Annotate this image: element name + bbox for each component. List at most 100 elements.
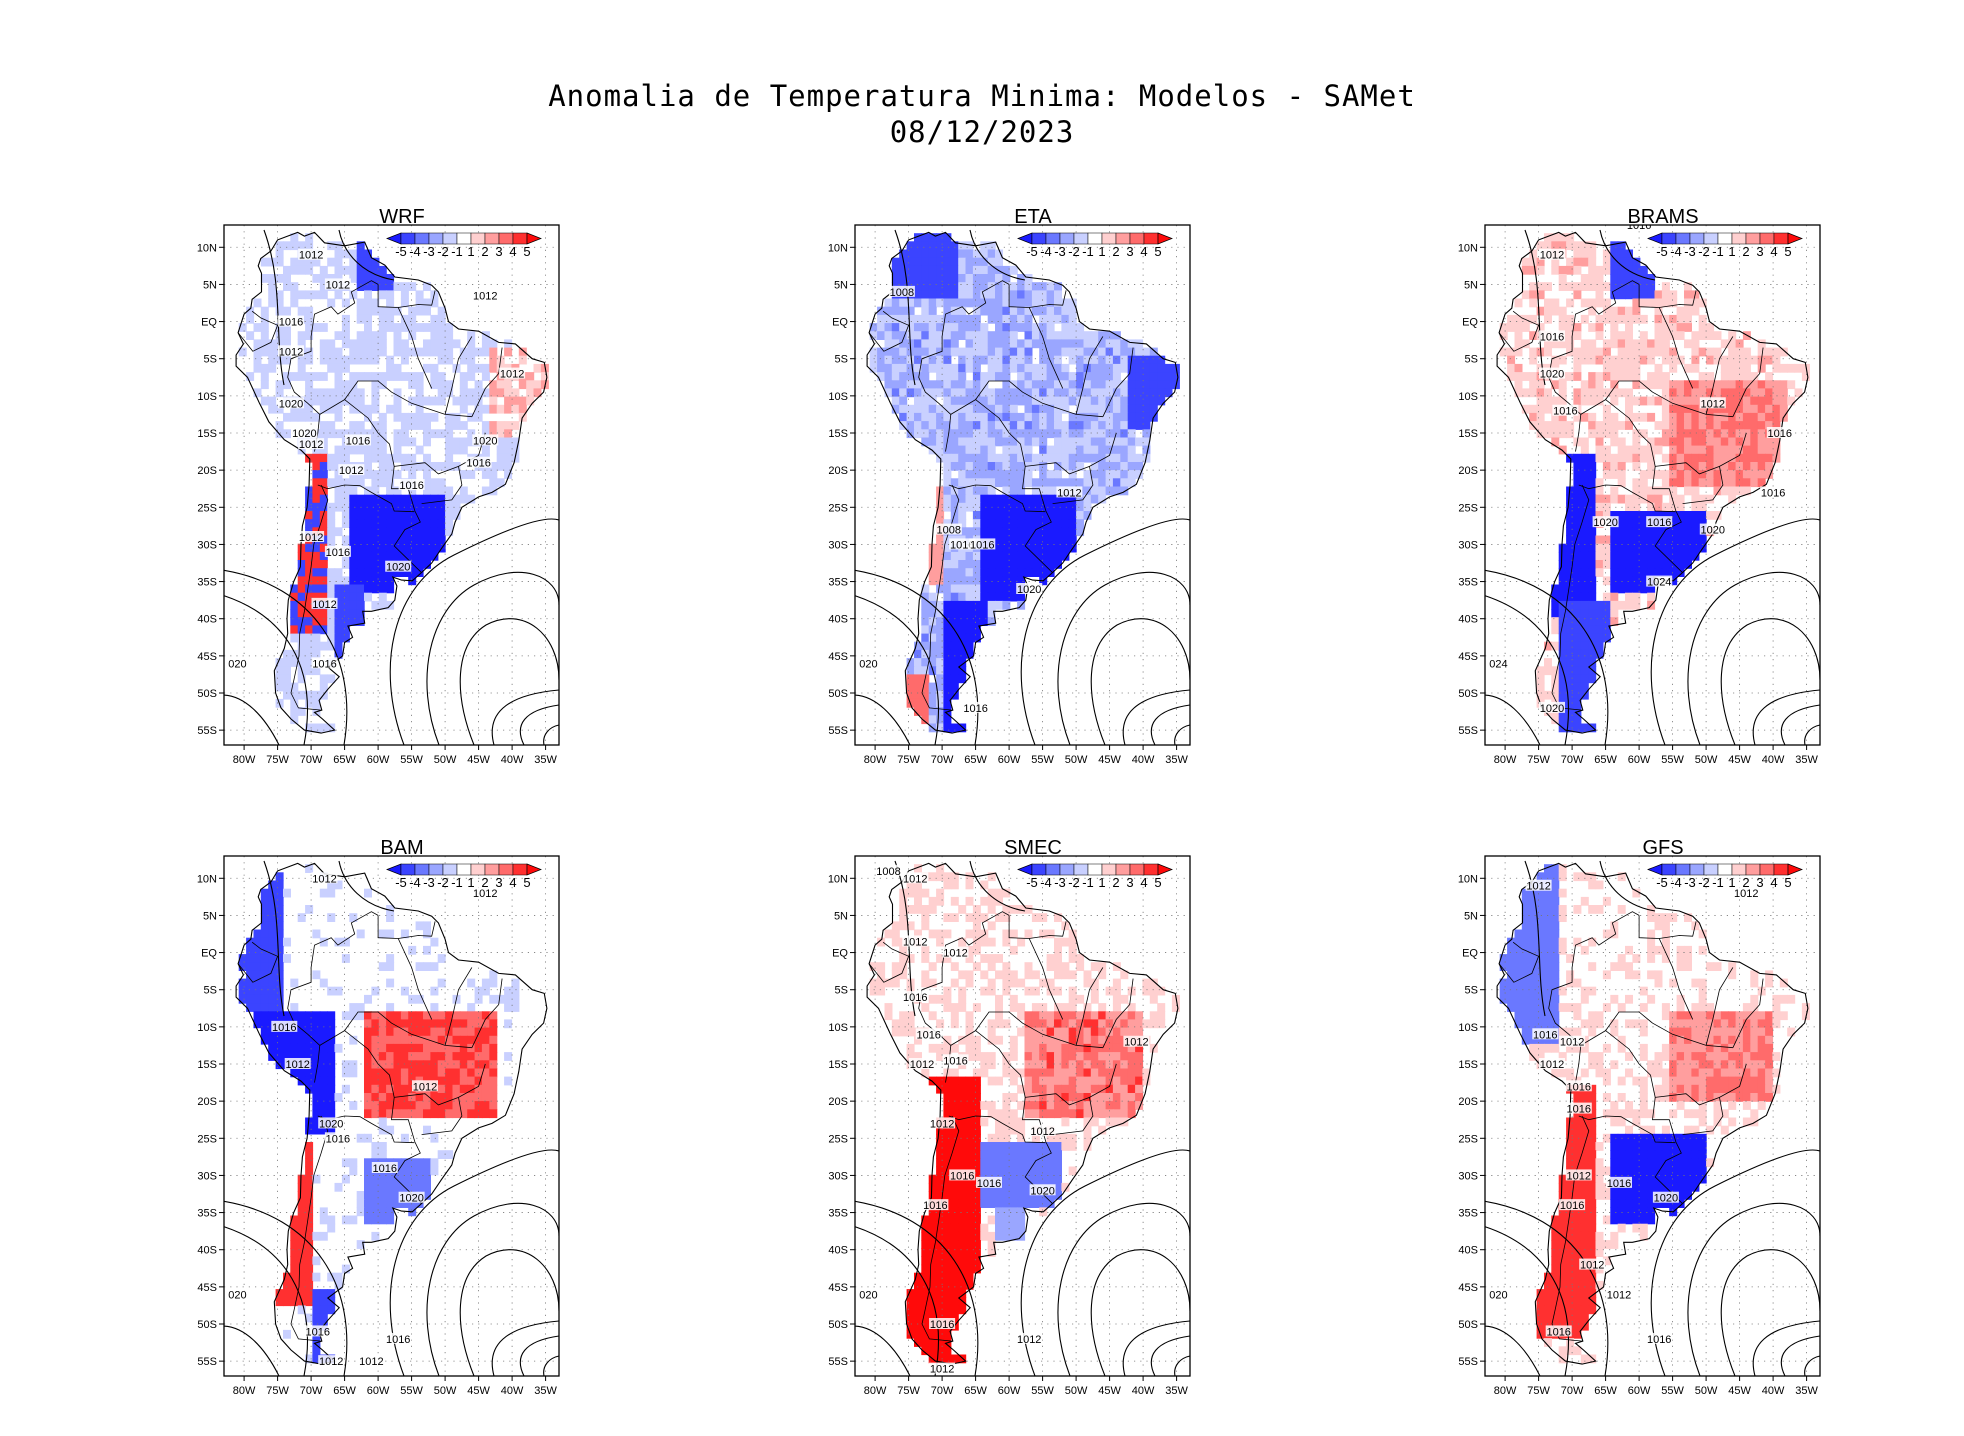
anomaly-cell <box>1135 404 1144 414</box>
anomaly-cell <box>253 962 262 971</box>
anomaly-cell <box>943 298 952 308</box>
anomaly-cell <box>958 445 967 455</box>
anomaly-cell <box>1676 437 1685 447</box>
anomaly-cell <box>1068 339 1077 349</box>
anomaly-cell <box>1112 1027 1121 1037</box>
anomaly-cell <box>950 872 959 882</box>
anomaly-cell <box>334 429 343 439</box>
anomaly-cell <box>312 1354 321 1364</box>
anomaly-cell <box>1684 511 1692 520</box>
anomaly-cell <box>958 306 967 316</box>
anomaly-cell <box>943 323 952 332</box>
anomaly-cell <box>305 551 314 561</box>
anomaly-cell <box>1691 355 1700 365</box>
anomaly-cell <box>1661 535 1670 545</box>
anomaly-cell <box>341 331 350 340</box>
anomaly-cell <box>899 249 908 259</box>
anomaly-cell <box>415 421 424 430</box>
anomaly-cell <box>1691 527 1700 537</box>
anomaly-cell <box>504 462 513 471</box>
anomaly-cell <box>1002 527 1011 537</box>
anomaly-cell <box>958 314 967 324</box>
anomaly-cell <box>943 396 952 406</box>
anomaly-cell <box>1654 568 1663 577</box>
anomaly-cell <box>415 1182 424 1192</box>
anomaly-cell <box>319 265 328 275</box>
anomaly-cell <box>1588 462 1597 471</box>
anomaly-cell <box>393 445 402 455</box>
anomaly-cell <box>1083 1043 1092 1053</box>
anomaly-cell <box>1061 478 1070 488</box>
anomaly-cell <box>1046 1011 1055 1021</box>
anomaly-cell <box>246 986 255 996</box>
anomaly-cell <box>1573 494 1582 504</box>
anomaly-cell <box>386 1191 395 1200</box>
anomaly-cell <box>423 306 431 316</box>
anomaly-cell <box>481 363 490 373</box>
anomaly-cell <box>481 372 490 381</box>
isobar-line <box>224 1200 348 1376</box>
lat-label: 30S <box>197 539 217 551</box>
isobar-line <box>543 1355 559 1376</box>
anomaly-cell <box>965 323 974 332</box>
lon-label: 40W <box>501 1385 524 1397</box>
anomaly-cell <box>297 641 306 651</box>
anomaly-cell <box>1691 331 1700 340</box>
anomaly-cell <box>305 568 314 577</box>
anomaly-cell <box>1046 1043 1055 1053</box>
anomaly-cell <box>386 372 395 381</box>
anomaly-cell <box>1002 331 1011 340</box>
anomaly-cell <box>936 658 945 667</box>
anomaly-cell <box>1772 347 1781 357</box>
anomaly-cell <box>958 994 967 1004</box>
anomaly-cell <box>1002 274 1011 283</box>
anomaly-cell <box>253 298 262 308</box>
anomaly-cell <box>906 298 915 308</box>
anomaly-cell <box>1002 560 1011 569</box>
anomaly-cell <box>1647 462 1656 471</box>
anomaly-cell <box>1112 421 1121 430</box>
anomaly-cell <box>1669 298 1678 308</box>
anomaly-cell <box>1009 323 1018 332</box>
anomaly-cell <box>341 453 350 463</box>
anomaly-cell <box>928 896 937 906</box>
anomaly-cell <box>1551 233 1560 242</box>
anomaly-cell <box>371 1068 380 1078</box>
anomaly-cell <box>877 970 886 980</box>
anomaly-cell <box>972 1101 981 1110</box>
anomaly-cell <box>371 355 380 365</box>
anomaly-cell <box>459 1011 468 1021</box>
anomaly-cell <box>1024 543 1033 553</box>
anomaly-cell <box>1684 437 1692 447</box>
anomaly-cell <box>1757 363 1766 373</box>
contour-label: 1020 <box>292 428 316 440</box>
anomaly-cell <box>1573 584 1582 594</box>
anomaly-cell <box>445 1150 454 1159</box>
anomaly-cell <box>327 568 336 577</box>
anomaly-cell <box>1009 551 1018 561</box>
anomaly-cell <box>965 641 974 651</box>
anomaly-cell <box>290 649 299 659</box>
anomaly-cell <box>1514 331 1523 340</box>
anomaly-cell <box>965 896 974 906</box>
anomaly-cell <box>1054 527 1062 537</box>
anomaly-cell <box>327 1305 336 1315</box>
anomaly-cell <box>950 1101 959 1110</box>
anomaly-cell <box>921 592 930 602</box>
anomaly-cell <box>496 445 505 455</box>
anomaly-cell <box>1127 1011 1136 1021</box>
anomaly-cell <box>1750 412 1759 422</box>
anomaly-cell <box>958 331 967 340</box>
anomaly-cell <box>283 1052 291 1061</box>
anomaly-cell <box>965 551 974 561</box>
anomaly-cell <box>1647 380 1656 390</box>
anomaly-cell <box>1573 674 1582 684</box>
anomaly-cell <box>378 1207 387 1217</box>
colorbar-label: 4 <box>509 875 516 890</box>
anomaly-cell <box>1090 470 1099 479</box>
anomaly-cell <box>1068 494 1077 504</box>
anomaly-cell <box>341 298 350 308</box>
anomaly-cell <box>319 1305 328 1315</box>
anomaly-cell <box>987 445 996 455</box>
anomaly-cell <box>467 429 476 439</box>
